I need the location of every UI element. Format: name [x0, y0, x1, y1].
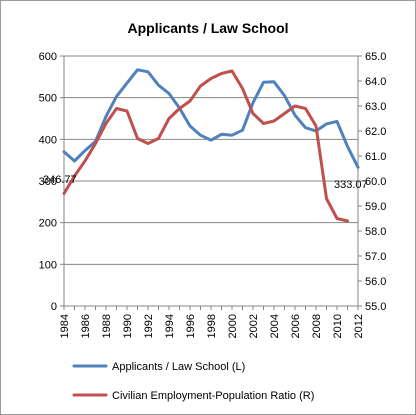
x-tick-label: 1990 [122, 314, 134, 338]
right-tick-label: 56.0 [365, 276, 386, 288]
x-tick-label: 2008 [311, 314, 323, 338]
right-tick-label: 55.0 [365, 301, 386, 313]
series-layer [62, 68, 360, 223]
right-tick-label: 64.0 [365, 76, 386, 88]
series-line-applicants [62, 68, 360, 169]
left-tick-label: 200 [39, 218, 57, 230]
right-y-axis: 55.0 56.0 57.0 58.0 59.0 60.0 61.0 62.0 63.0 64.0… [358, 51, 386, 313]
series-line-employment-ratio [62, 69, 349, 223]
left-tick-label: 300 [39, 176, 57, 188]
annotations: 346.77 333.07 [43, 174, 368, 191]
x-tick-label: 1994 [164, 314, 176, 338]
chart-title: Applicants / Law School [127, 20, 288, 36]
right-tick-label: 60.0 [365, 176, 386, 188]
x-tick-label: 2006 [290, 314, 302, 338]
annotation-end: 333.07 [334, 179, 368, 191]
left-y-axis: 0 100 200 300 400 500 600 [39, 51, 64, 313]
right-tick-label: 61.0 [365, 151, 386, 163]
legend-label: Applicants / Law School (L) [112, 361, 245, 373]
x-tick-label: 1992 [143, 314, 155, 338]
x-tick-label: 2004 [269, 314, 281, 338]
x-tick-label: 1984 [59, 314, 71, 338]
gridlines [63, 55, 359, 307]
right-tick-label: 58.0 [365, 226, 386, 238]
legend: Applicants / Law School (L) Civilian Empl… [72, 361, 314, 402]
left-tick-label: 500 [39, 93, 57, 105]
right-tick-label: 65.0 [365, 51, 386, 63]
x-tick-label: 2002 [248, 314, 260, 338]
x-tick-label: 1996 [185, 314, 197, 338]
left-tick-label: 100 [39, 259, 57, 271]
annotation-start: 346.77 [43, 174, 77, 186]
right-tick-label: 59.0 [365, 201, 386, 213]
left-tick-label: 600 [39, 51, 57, 63]
x-tick-label: 2012 [353, 314, 365, 338]
x-tick-label: 1988 [101, 314, 113, 338]
x-tick-label: 2000 [227, 314, 239, 338]
x-tick-label: 2010 [332, 314, 344, 338]
left-tick-label: 0 [51, 301, 57, 313]
x-tick-label: 1998 [206, 314, 218, 338]
legend-label: Civilian Employment-Population Ratio (R) [112, 390, 314, 402]
right-tick-label: 57.0 [365, 251, 386, 263]
x-axis: 1984 1986 1988 1990 1992 1994 1996 1998 2000 2002… [59, 306, 365, 338]
left-tick-label: 400 [39, 134, 57, 146]
right-tick-label: 62.0 [365, 126, 386, 138]
x-tick-label: 1986 [80, 314, 92, 338]
right-tick-label: 63.0 [365, 101, 386, 113]
